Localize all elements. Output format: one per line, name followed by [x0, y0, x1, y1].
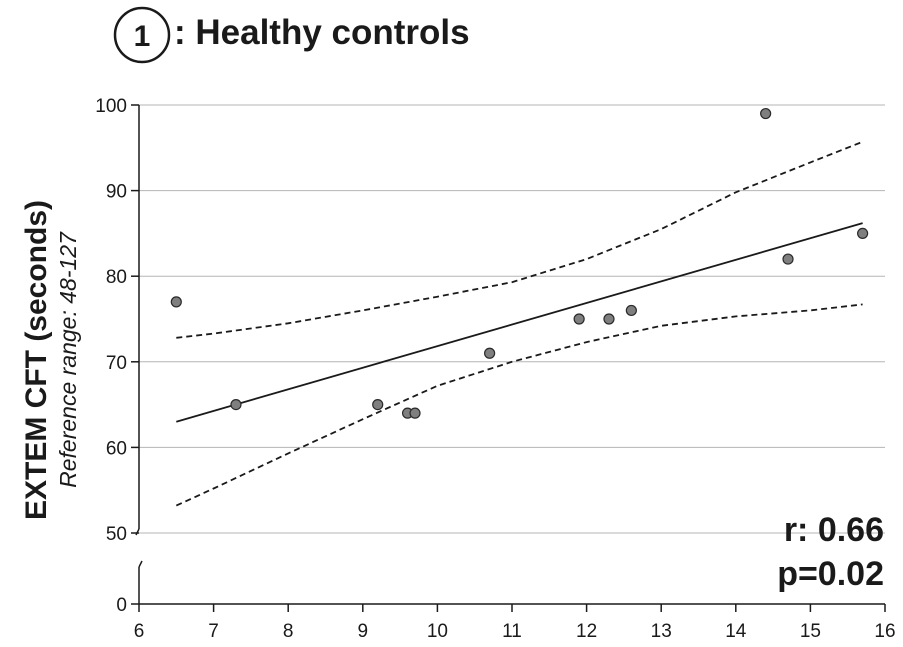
x-tick-label-16: 16 [874, 621, 895, 642]
tick-labels: 50 60 70 80 90 100 06 7 8 9 10 11 12 13 14 15 16 [95, 96, 895, 642]
data-point-2 [230, 399, 242, 411]
y-tick-label-50: 50 [106, 524, 127, 545]
data-point-9 [625, 304, 637, 317]
y-tick-label-100: 100 [95, 96, 127, 117]
x-tick-label-6: 6 [134, 621, 145, 642]
x-tick-label-12: 12 [576, 621, 597, 642]
stat-r: r: 0.66 [784, 511, 884, 549]
fit-lines [175, 140, 863, 507]
badge-circle [113, 6, 171, 64]
chart-title: : Healthy controls [174, 13, 470, 52]
data-point-11 [782, 253, 794, 265]
y-tick-label-70: 70 [106, 353, 127, 374]
regression-line [176, 222, 863, 423]
y-tick-label-80: 80 [106, 267, 127, 288]
data-point-10 [760, 107, 772, 120]
badge-number: 1 [134, 20, 151, 53]
data-point-7 [573, 313, 585, 325]
y-tick-label-90: 90 [106, 182, 127, 203]
x-tick-label-13: 13 [651, 621, 672, 642]
x-tick-label-14: 14 [725, 621, 747, 642]
x-tick-label-9: 9 [358, 621, 369, 642]
x-tick-label-7: 7 [208, 621, 219, 642]
data-points [170, 107, 869, 419]
data-point-12 [857, 227, 869, 239]
y-axis-label: EXTEM CFT (seconds) [20, 200, 53, 520]
grid-lines [139, 104, 885, 605]
x-tick-label-10: 10 [427, 621, 448, 642]
ci-lower-line [175, 303, 863, 507]
data-point-1 [170, 296, 182, 308]
data-point-5 [409, 407, 421, 419]
y-tick-label-0: 0 [116, 595, 127, 616]
y-axis-sublabel: Reference range: 48-127 [55, 231, 81, 488]
x-tick-label-8: 8 [283, 621, 294, 642]
y-tick-label-60: 60 [106, 438, 127, 459]
data-point-3 [372, 399, 384, 411]
stat-p: p=0.02 [777, 555, 884, 593]
title-group: 1 : Healthy controls [113, 6, 470, 64]
data-point-6 [484, 347, 496, 359]
x-tick-label-15: 15 [800, 621, 821, 642]
y-axis-break-lower [138, 560, 143, 568]
ci-upper-line [176, 140, 863, 339]
data-point-8 [603, 313, 615, 325]
x-tick-label-11: 11 [502, 621, 522, 642]
y-axis-break-upper [135, 528, 140, 536]
axes [131, 104, 886, 612]
